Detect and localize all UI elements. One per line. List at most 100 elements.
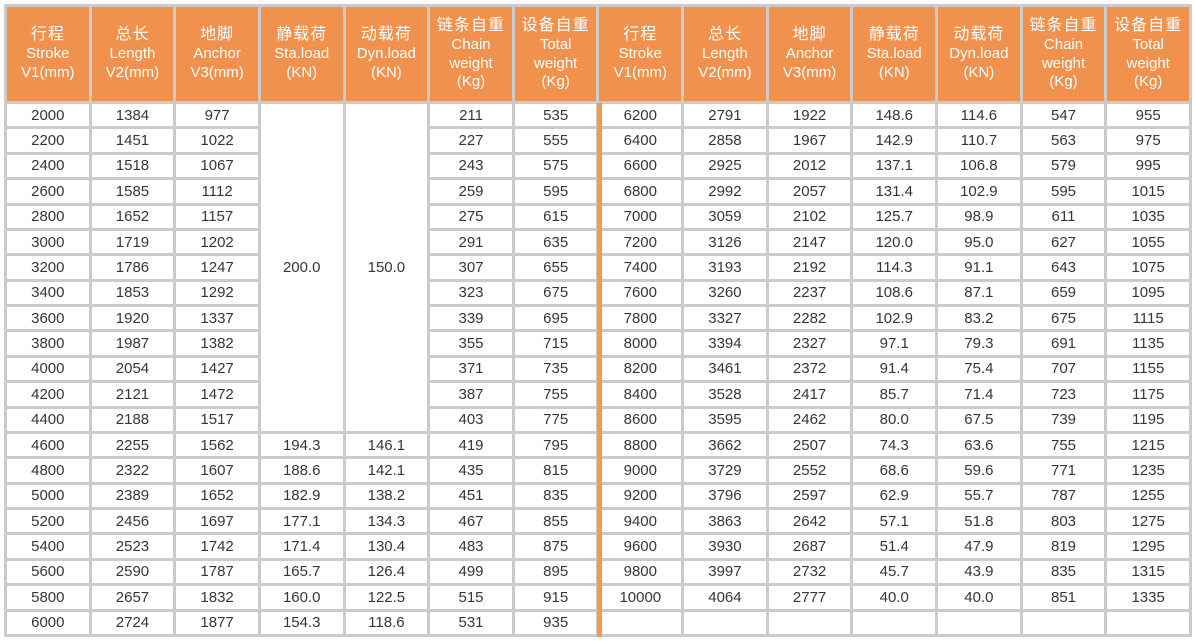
- cell-length: 2121: [88, 380, 177, 409]
- cell-stroke-r: 9600: [596, 532, 685, 561]
- cell-chain-weight-r: 803: [1019, 506, 1108, 536]
- table-row: 6000 2724 1877 154.3 118.6 531 935: [4, 608, 1192, 637]
- cell-total-weight-r: 1075: [1104, 253, 1192, 282]
- header-line: 静载荷: [276, 26, 328, 44]
- cell-anchor: 1832: [173, 583, 261, 612]
- cell-chain-weight: 355: [427, 329, 515, 358]
- cell-chain-weight-r: 563: [1019, 126, 1108, 155]
- cell-anchor: 1472: [173, 380, 261, 409]
- cell-stroke-r: 6800: [596, 177, 685, 206]
- cell-chain-weight-r: [1019, 608, 1108, 637]
- cell-chain-weight: 435: [427, 456, 515, 485]
- cell-chain-weight-r: 739: [1019, 405, 1108, 434]
- header-line: Sta.load: [866, 45, 922, 63]
- cell-length: 1786: [88, 253, 177, 282]
- cell-stroke-r: 6200: [596, 100, 685, 130]
- cell-stroke: 3400: [4, 278, 92, 308]
- cell-total-weight-r: 975: [1104, 126, 1192, 155]
- cell-anchor-r: 2462: [765, 405, 854, 434]
- table-row: 2800 1652 1157 275 615 7000 3059 2102 125.7 98.9 6…: [4, 202, 1192, 231]
- header-line: 地脚: [200, 26, 235, 44]
- cell-dyn-load-r: 75.4: [935, 354, 1023, 384]
- cell-anchor: 1742: [173, 532, 261, 561]
- table-row: 2000 1384 977 200.0 150.0 211 535 6200 2791 1922 1…: [4, 100, 1192, 434]
- cell-stroke-r: 7800: [596, 303, 685, 333]
- header-line: Stroke: [26, 45, 70, 63]
- cell-sta-load-r: 108.6: [850, 278, 939, 308]
- cell-anchor-r: 2057: [765, 177, 854, 206]
- cell-stroke-r: 8600: [596, 405, 685, 434]
- cell-sta-load-r: 131.4: [850, 177, 939, 206]
- cell-dyn-load: 122.5: [342, 583, 431, 612]
- cell-anchor-r: 2777: [765, 583, 854, 612]
- cell-stroke: 3200: [4, 253, 92, 282]
- cell-stroke: 2200: [4, 126, 92, 155]
- table-row: 3200 1786 1247 307 655 7400 3193 2192 114.3 91.1 6…: [4, 253, 1192, 282]
- cell-anchor-r: 1967: [765, 126, 854, 155]
- cell-total-weight-r: 1315: [1104, 557, 1192, 587]
- cell-stroke-r: 8800: [596, 430, 685, 460]
- header-length-left: 总长 Length V2(mm): [88, 4, 177, 104]
- cell-chain-weight: 483: [427, 532, 515, 561]
- cell-chain-weight-r: 787: [1019, 481, 1108, 511]
- cell-total-weight: 775: [511, 405, 600, 434]
- cell-stroke-r: 9000: [596, 456, 685, 485]
- cell-chain-weight: 275: [427, 202, 515, 231]
- cell-anchor-r: 2552: [765, 456, 854, 485]
- cell-sta-load-r: 114.3: [850, 253, 939, 282]
- cell-anchor: 1067: [173, 151, 261, 181]
- cell-dyn-load-r: 40.0: [935, 583, 1023, 612]
- cell-dyn-load-r: 114.6: [935, 100, 1023, 130]
- cell-anchor: 1652: [173, 481, 261, 511]
- cell-total-weight: 715: [511, 329, 600, 358]
- cell-stroke-r: 8200: [596, 354, 685, 384]
- cell-dyn-load-r: 102.9: [935, 177, 1023, 206]
- cell-total-weight: 695: [511, 303, 600, 333]
- cell-stroke-r: [596, 608, 685, 637]
- header-line: Total: [1132, 35, 1164, 53]
- header-dyn-load-left: 动载荷 Dyn.load (KN): [342, 4, 431, 104]
- cell-sta-load-r: [850, 608, 939, 637]
- table-row: 5000 2389 1652 182.9 138.2 451 835 9200 3796 2597…: [4, 481, 1192, 511]
- cell-sta-load-r: 91.4: [850, 354, 939, 384]
- cell-length-r: 2858: [681, 126, 769, 155]
- header-sta-load-left: 静载荷 Sta.load (KN): [257, 4, 346, 104]
- cell-chain-weight: 467: [427, 506, 515, 536]
- header-line: 总长: [115, 26, 150, 44]
- cell-length: 1920: [88, 303, 177, 333]
- cell-anchor-r: 2327: [765, 329, 854, 358]
- cell-chain-weight: 515: [427, 583, 515, 612]
- table-row: 5400 2523 1742 171.4 130.4 483 875 9600 3930 2687…: [4, 532, 1192, 561]
- header-line: V1(mm): [613, 64, 667, 81]
- cell-anchor: 1112: [173, 177, 261, 206]
- header-total-weight-left: 设备自重 Total weight (Kg): [511, 4, 600, 104]
- cell-length-r: 2791: [681, 100, 769, 130]
- cell-length-r: 3528: [681, 380, 769, 409]
- cell-sta-load: 160.0: [257, 583, 346, 612]
- header-stroke-left: 行程 Stroke V1(mm): [4, 4, 92, 104]
- cell-anchor-r: 2732: [765, 557, 854, 587]
- cell-total-weight: 635: [511, 227, 600, 257]
- cell-chain-weight: 451: [427, 481, 515, 511]
- header-row: 行程 Stroke V1(mm) 总长 Length V2(mm) 地脚 Anchor V3(m…: [4, 4, 1192, 104]
- cell-anchor-r: 2597: [765, 481, 854, 511]
- cell-chain-weight: 403: [427, 405, 515, 434]
- cell-sta-load: 177.1: [257, 506, 346, 536]
- cell-length-r: 3662: [681, 430, 769, 460]
- table-row: 2400 1518 1067 243 575 6600 2925 2012 137.1 106.8…: [4, 151, 1192, 181]
- cell-sta-load-r: 40.0: [850, 583, 939, 612]
- cell-dyn-load-r: 110.7: [935, 126, 1023, 155]
- cell-anchor-r: 2417: [765, 380, 854, 409]
- cell-sta-load-r: 74.3: [850, 430, 939, 460]
- cell-chain-weight: 291: [427, 227, 515, 257]
- header-length-right: 总长 Length V2(mm): [681, 4, 769, 104]
- cell-total-weight: 595: [511, 177, 600, 206]
- cell-sta-load-r: 68.6: [850, 456, 939, 485]
- cell-stroke: 5200: [4, 506, 92, 536]
- cell-dyn-load-r: 95.0: [935, 227, 1023, 257]
- cell-anchor: 1247: [173, 253, 261, 282]
- cell-sta-load-r: 137.1: [850, 151, 939, 181]
- header-line: V2(mm): [698, 64, 752, 81]
- cell-anchor: 1427: [173, 354, 261, 384]
- cell-anchor: 1202: [173, 227, 261, 257]
